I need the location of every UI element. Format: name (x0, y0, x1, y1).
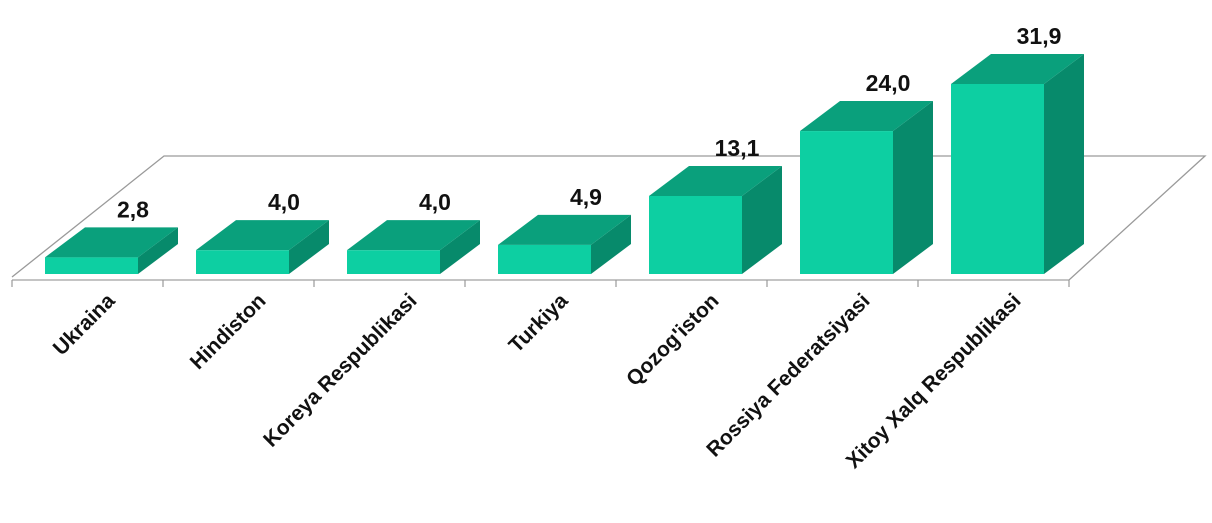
value-label: 4,0 (419, 189, 451, 215)
category-label: Koreya Respublikasi (259, 289, 421, 451)
bar-side (289, 220, 329, 274)
value-label: 2,8 (117, 196, 149, 222)
bar (649, 165, 782, 274)
category-label: Rossiya Federatsiyasi (702, 289, 874, 461)
bar-side (138, 227, 178, 274)
category-label: Turkiya (505, 289, 573, 357)
category-label: Xitoy Xalq Respublikasi (842, 289, 1026, 473)
bar (196, 220, 329, 274)
bar-front (347, 250, 440, 274)
x-axis-ticks (11, 280, 1070, 287)
bar-side (1044, 54, 1084, 274)
value-label: 4,9 (570, 184, 602, 210)
category-label: Qozog'iston (622, 289, 723, 390)
bar-front (498, 244, 591, 274)
bar-top (196, 220, 329, 251)
chart-floor (11, 155, 1207, 281)
bar (347, 220, 480, 274)
bar-top (45, 227, 178, 258)
bar (45, 227, 178, 274)
value-label: 31,9 (1017, 23, 1062, 49)
bar-front (196, 250, 289, 274)
bar-top (951, 54, 1084, 85)
category-label: Ukraina (49, 289, 120, 360)
category-label: Hindiston (186, 289, 271, 374)
bar-front (800, 131, 893, 274)
value-labels: 2,8 4,0 4,0 4,9 13,1 24,0 31,9 (117, 23, 1061, 222)
bars-group (45, 54, 1084, 274)
bar (800, 101, 933, 274)
bar-front (649, 195, 742, 274)
bar (951, 54, 1084, 274)
bar-top (498, 214, 631, 245)
bar-top (649, 165, 782, 196)
bar (498, 214, 631, 274)
bar-side (440, 220, 480, 274)
bar-front (951, 84, 1044, 274)
bar-top (800, 101, 933, 132)
bar-side (742, 165, 782, 274)
bar-top (347, 220, 480, 251)
value-label: 4,0 (268, 189, 300, 215)
bar-side (591, 214, 631, 274)
bar-front (45, 257, 138, 274)
bar-side (893, 101, 933, 274)
value-label: 24,0 (866, 70, 911, 96)
value-label: 13,1 (715, 135, 760, 161)
